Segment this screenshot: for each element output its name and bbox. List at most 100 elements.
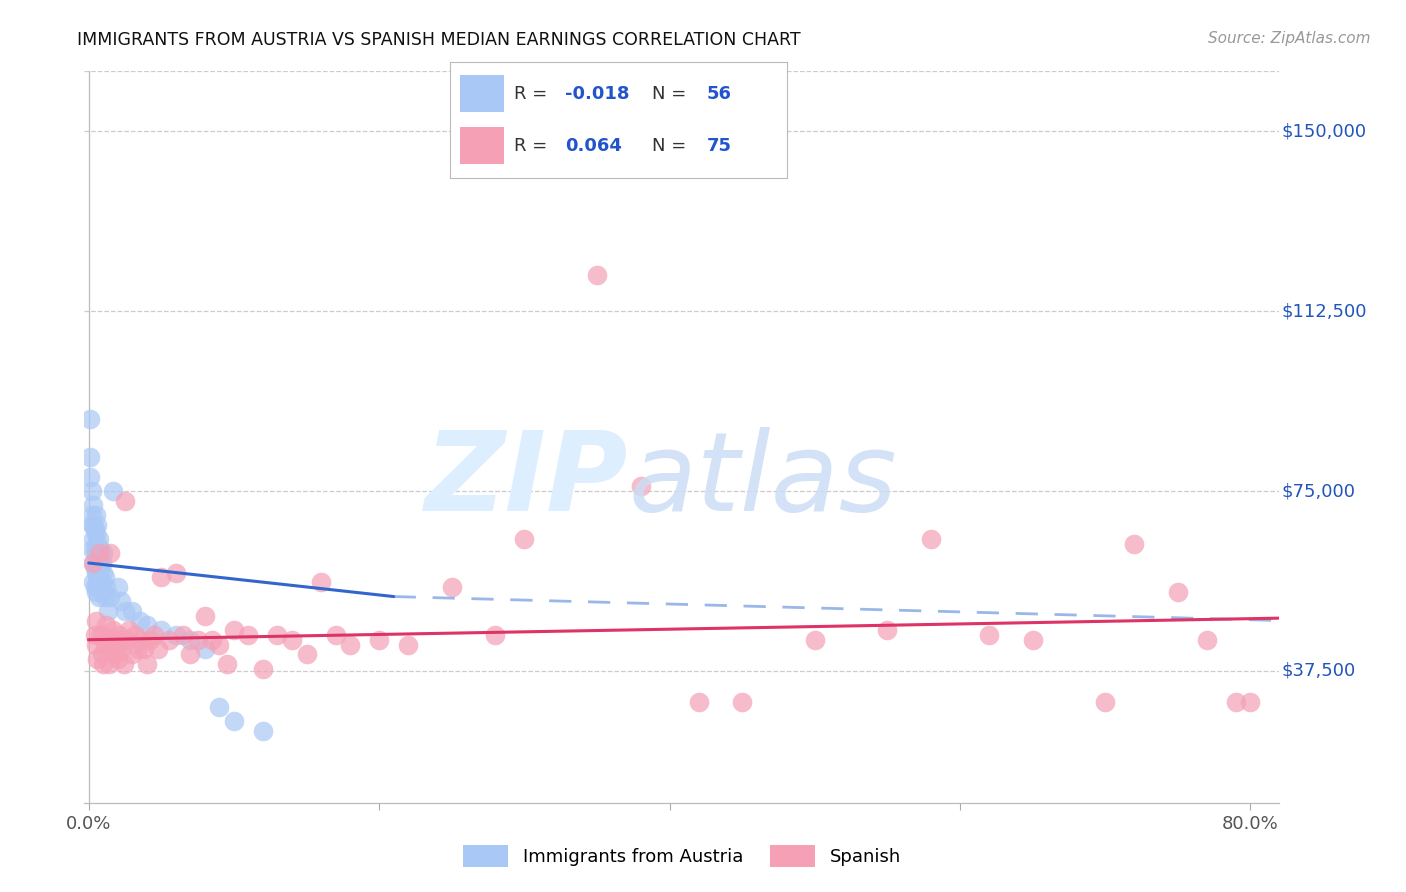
Point (87, 570, 110, 584)
Point (252, 723, 274, 738)
Point (1195, 632, 1218, 647)
Point (115, 632, 138, 647)
Point (83, 580, 105, 594)
Point (187, 632, 209, 647)
Point (238, 628, 260, 642)
Point (90, 575, 112, 590)
Point (118, 623, 141, 637)
Point (977, 628, 1000, 642)
Point (86, 517, 108, 532)
Text: 56: 56 (706, 85, 731, 103)
Point (82, 575, 104, 590)
Text: N =: N = (652, 85, 692, 103)
Text: 75: 75 (706, 137, 731, 155)
Point (79, 469, 101, 483)
Point (97, 642, 120, 657)
Point (107, 580, 129, 594)
Point (368, 632, 391, 647)
Point (440, 580, 463, 594)
Text: 0.064: 0.064 (565, 137, 621, 155)
Point (91, 566, 114, 580)
Point (208, 638, 231, 652)
Point (87, 532, 110, 546)
Point (309, 575, 332, 590)
Point (110, 594, 132, 608)
Point (920, 532, 942, 546)
Point (94, 618, 117, 632)
Point (82, 532, 104, 546)
Point (121, 604, 143, 618)
Point (89, 628, 111, 642)
Text: $75,000: $75,000 (1282, 482, 1355, 500)
Point (87, 546, 110, 560)
Point (194, 642, 217, 657)
Point (83, 523, 105, 537)
Point (89, 561, 111, 575)
Point (688, 695, 710, 709)
Text: $112,500: $112,500 (1282, 302, 1368, 320)
Point (1123, 537, 1146, 551)
Point (103, 483, 125, 498)
Point (1239, 695, 1261, 709)
Text: atlas: atlas (628, 427, 897, 534)
Text: N =: N = (652, 137, 692, 155)
Point (114, 493, 136, 508)
Point (325, 628, 347, 642)
Text: -0.018: -0.018 (565, 85, 628, 103)
Point (396, 638, 419, 652)
Point (172, 628, 194, 642)
Point (108, 628, 131, 642)
Point (876, 623, 898, 637)
Point (129, 632, 152, 647)
Point (201, 632, 224, 647)
Point (103, 623, 125, 637)
Point (179, 632, 201, 647)
Point (179, 647, 201, 661)
Point (1094, 695, 1116, 709)
Point (80, 541, 103, 556)
Text: R =: R = (515, 137, 553, 155)
Point (222, 623, 245, 637)
Point (91, 584, 114, 599)
Point (80, 517, 103, 532)
Point (89, 580, 111, 594)
Point (339, 638, 361, 652)
Point (82, 499, 104, 513)
Point (112, 657, 135, 671)
Point (84, 638, 107, 652)
Point (148, 642, 170, 657)
Point (586, 268, 609, 283)
Point (84, 584, 107, 599)
Point (150, 570, 173, 584)
Point (804, 632, 827, 647)
Point (295, 647, 318, 661)
Text: Source: ZipAtlas.com: Source: ZipAtlas.com (1208, 31, 1371, 46)
Point (83, 541, 105, 556)
Point (143, 628, 166, 642)
Point (110, 642, 132, 657)
Point (83, 628, 105, 642)
Point (630, 479, 652, 493)
Point (150, 623, 173, 637)
Text: $37,500: $37,500 (1282, 662, 1357, 680)
Point (97, 604, 120, 618)
Point (127, 642, 149, 657)
Point (513, 532, 536, 546)
Point (266, 628, 288, 642)
Point (89, 541, 111, 556)
Point (93, 590, 115, 604)
Point (281, 632, 304, 647)
Point (82, 556, 104, 570)
Point (79, 412, 101, 426)
Point (114, 604, 136, 618)
Point (124, 628, 146, 642)
Point (87, 590, 110, 604)
Point (86, 556, 108, 570)
Point (194, 608, 217, 623)
Point (101, 632, 124, 647)
Point (93, 638, 115, 652)
Point (165, 628, 187, 642)
Point (82, 517, 104, 532)
Point (91, 546, 114, 560)
Point (84, 527, 107, 541)
